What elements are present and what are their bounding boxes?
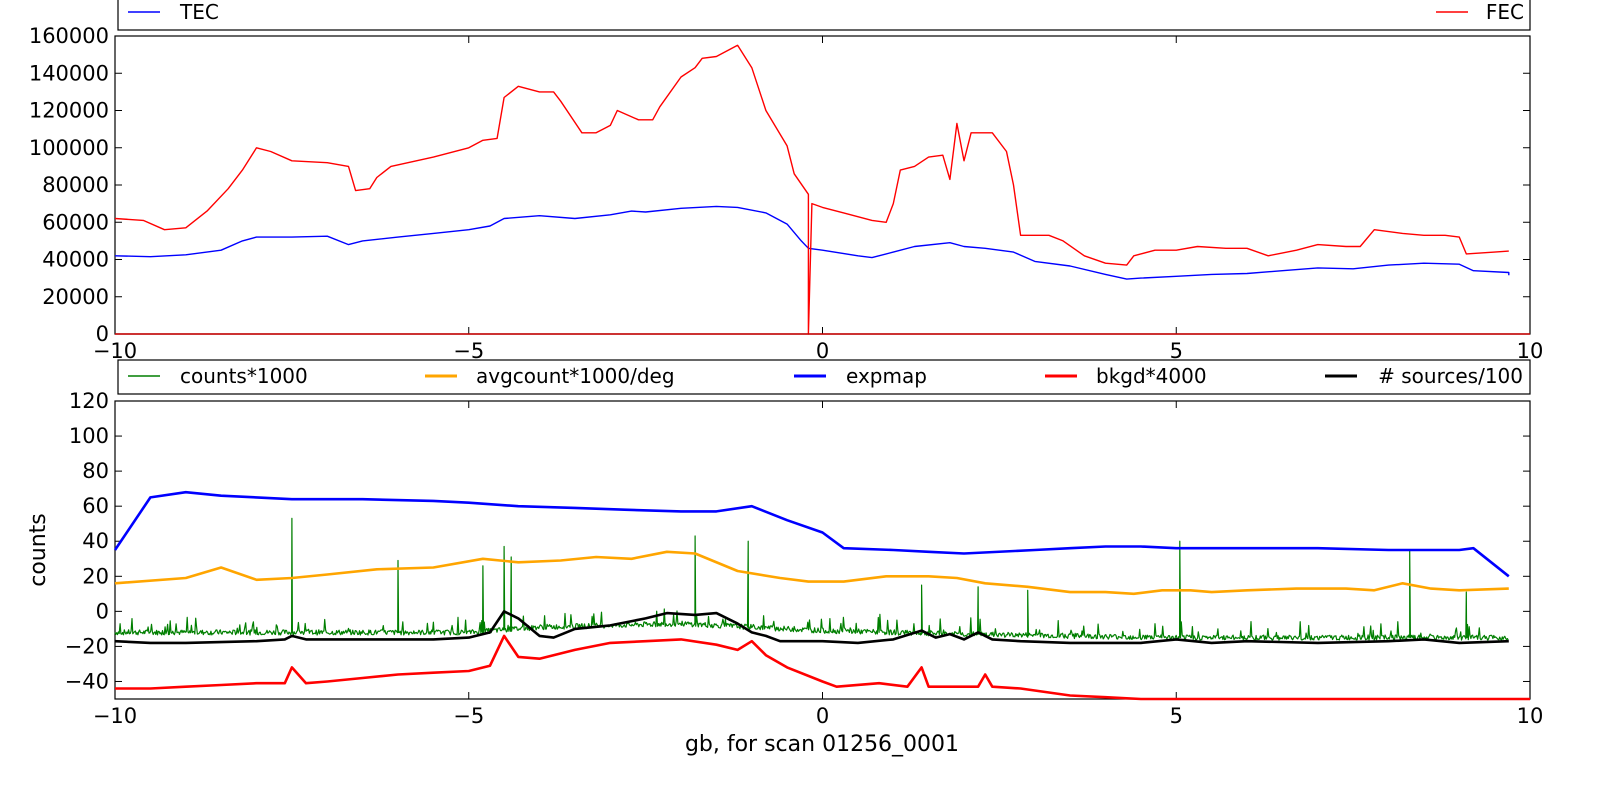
top-ytick-label: 80000	[42, 173, 109, 197]
bottom-plot: −10 −5 0 5 10 −40 −20 0 20 40 60 80 100 120	[65, 389, 1544, 728]
top-ytick-label: 20000	[42, 285, 109, 309]
bottom-series--sources-100	[114, 610, 1509, 645]
bottom-ytick-label: 80	[82, 459, 109, 483]
top-ytick-label: 0	[96, 322, 109, 346]
bottom-ytick-label: 120	[69, 389, 109, 413]
top-xtick-label: 5	[1170, 339, 1183, 363]
bottom-xtick-label: 0	[816, 704, 829, 728]
bottom-xtick-label: −5	[453, 704, 484, 728]
bottom-ytick-label: −40	[65, 669, 109, 693]
top-xtick-label: 0	[816, 339, 829, 363]
top-ytick-label: 40000	[42, 248, 109, 272]
legend-bottom: counts*1000 avgcount*1000/deg expmap bkg…	[117, 359, 1531, 395]
top-ytick-label: 60000	[42, 210, 109, 234]
legend-avgcount-label: avgcount*1000/deg	[476, 364, 675, 388]
x-axis-label: gb, for scan 01256_0001	[685, 732, 959, 757]
bottom-xtick-label: −10	[93, 704, 137, 728]
top-plot-frame	[114, 35, 1531, 335]
bottom-plot-frame	[114, 400, 1531, 700]
bottom-xtick-label: 10	[1517, 704, 1544, 728]
bottom-series-expmap	[113, 490, 1510, 578]
y-axis-label: counts	[26, 513, 51, 587]
top-ytick-label: 100000	[29, 136, 109, 160]
top-ticks: −10 −5 0 5 10 0 20000 40000 60000 80000 100000 1200…	[29, 24, 1544, 363]
legend-expmap-label: expmap	[846, 364, 927, 388]
top-plot: −10 −5 0 5 10 0 20000 40000 60000 80000 100000 1200…	[29, 24, 1544, 363]
top-ytick-label: 160000	[29, 24, 109, 48]
top-xtick-label: −5	[453, 339, 484, 363]
legend-tec-label: TEC	[179, 0, 219, 24]
bottom-ytick-label: 60	[82, 494, 109, 518]
top-xtick-label: 10	[1517, 339, 1544, 363]
top-xtick-label: −10	[93, 339, 137, 363]
legend-fec-label: FEC	[1486, 0, 1524, 24]
bottom-xtick-label: 5	[1170, 704, 1183, 728]
legend-bkgd-label: bkgd*4000	[1096, 364, 1207, 388]
bottom-ytick-label: 0	[96, 599, 109, 623]
bottom-ticks: −10 −5 0 5 10 −40 −20 0 20 40 60 80 100 120	[65, 389, 1544, 728]
legend-sources-label: # sources/100	[1378, 364, 1523, 388]
top-ytick-label: 140000	[29, 61, 109, 85]
bottom-ytick-label: 100	[69, 424, 109, 448]
legend-top: TEC FEC	[117, 0, 1531, 31]
bottom-series-counts-1000	[114, 517, 1509, 641]
legend-top-frame	[117, 0, 1531, 31]
bottom-ytick-label: 40	[82, 529, 109, 553]
bottom-ytick-label: 20	[82, 564, 109, 588]
top-series	[114, 44, 1530, 335]
top-ytick-label: 120000	[29, 99, 109, 123]
bottom-series-bkgd-4000	[115, 634, 1530, 701]
legend-counts-label: counts*1000	[180, 364, 308, 388]
bottom-series-avgcount-1000-deg	[114, 550, 1509, 596]
bottom-ytick-label: −20	[65, 634, 109, 658]
bottom-series	[113, 490, 1530, 701]
